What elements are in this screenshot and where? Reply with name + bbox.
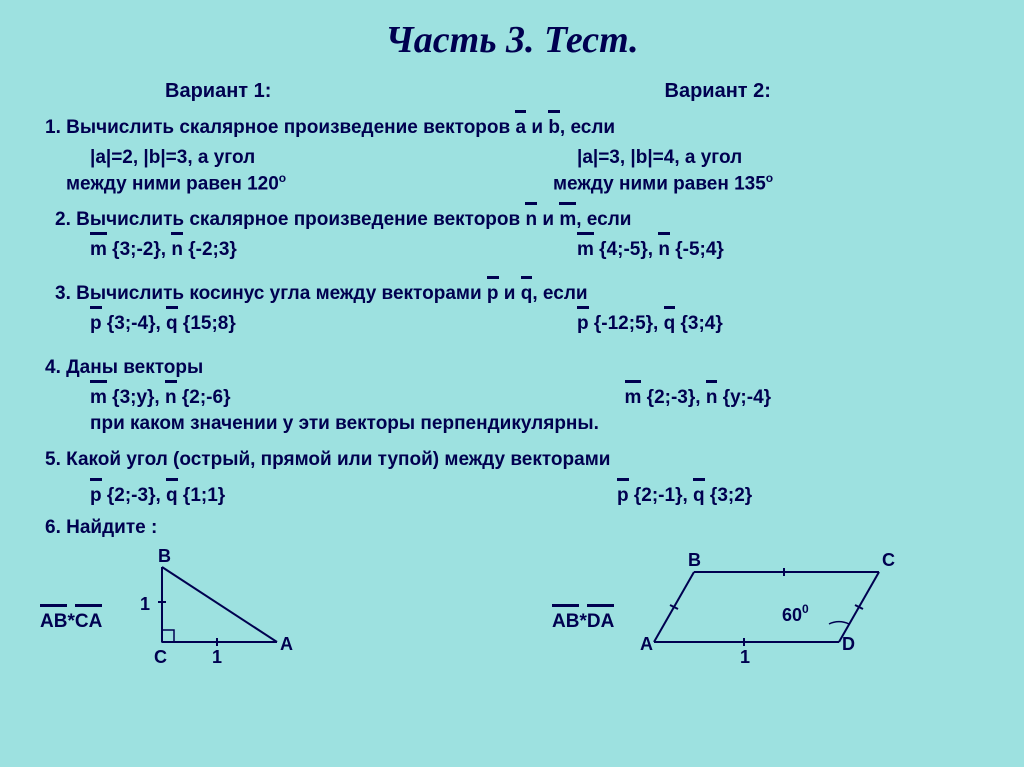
svg-text:1: 1 (140, 594, 150, 614)
q2-label: 2. Вычислить скалярное произведение вект… (55, 209, 520, 230)
svg-text:B: B (158, 546, 171, 566)
vector-b: b (548, 117, 560, 139)
vector-q: q (521, 283, 533, 305)
svg-text:D: D (842, 634, 855, 654)
variants-row: Вариант 1: Вариант 2: (0, 80, 1024, 103)
vector-a: a (515, 117, 526, 139)
q1-v1-line2: между ними равен 120o (66, 171, 537, 195)
vector-p: p (487, 283, 499, 305)
svg-text:600: 600 (782, 602, 809, 625)
q1-v1-line1: |a|=2, |b|=3, а угол (90, 147, 537, 169)
q1-v2-line1: |a|=3, |b|=4, а угол (577, 147, 1024, 169)
vec-ab2: AB (552, 611, 579, 633)
vector-n: n (525, 209, 537, 231)
vec-ca: CA (75, 611, 102, 633)
q1-v2-line2: между ними равен 135o (553, 171, 1024, 195)
if-label: , если (532, 283, 587, 304)
q6-row: AB*CA B C A 1 1 AB*DA B C A (0, 547, 1024, 677)
q5-v1: p {2;-3}, q {1;1} (0, 485, 497, 507)
svg-text:C: C (882, 550, 895, 570)
and-label: и (542, 209, 554, 230)
svg-text:1: 1 (740, 647, 750, 667)
if-label: , если (576, 209, 631, 230)
triangle-diagram: B C A 1 1 (122, 547, 332, 677)
vec-ab: AB (40, 611, 67, 633)
variant-1-header: Вариант 1: (0, 80, 525, 103)
q3-text: 3. Вычислить косинус угла между векторам… (0, 283, 1024, 305)
q6-text: 6. Найдите : (0, 517, 1024, 539)
q1-text: 1. Вычислить скалярное произведение вект… (0, 117, 1024, 139)
parallelogram-diagram: B C A D 600 1 (634, 547, 934, 677)
q1-v1: |a|=2, |b|=3, а угол между ними равен 12… (0, 147, 537, 195)
and-label: и (531, 117, 543, 138)
vec-da: DA (587, 611, 614, 633)
and-label: и (504, 283, 516, 304)
q5-text: 5. Какой угол (острый, прямой или тупой)… (0, 449, 1024, 471)
svg-text:B: B (688, 550, 701, 570)
svg-text:A: A (640, 634, 653, 654)
q4-cond: при каком значении у эти векторы перпенд… (0, 413, 1024, 435)
svg-text:A: A (280, 634, 293, 654)
q2-v1: m {3;-2}, n {-2;3} (0, 239, 537, 261)
if-label: , если (560, 117, 615, 138)
q2-v2: m {4;-5}, n {-5;4} (537, 239, 1024, 261)
q3-v2: p {-12;5}, q {3;4} (537, 313, 1024, 335)
q3-label: 3. Вычислить косинус угла между векторам… (55, 283, 482, 304)
q6-v1: AB*CA B C A 1 1 (0, 547, 512, 677)
page-title: Часть 3. Тест. (0, 0, 1024, 62)
q4-v1: m {3;у}, n {2;-6} (0, 387, 490, 409)
svg-text:C: C (154, 647, 167, 667)
q4-text: 4. Даны векторы (0, 357, 1024, 379)
q3-v1: p {3;-4}, q {15;8} (0, 313, 537, 335)
q5-v2: p {2;-1}, q {3;2} (497, 485, 1024, 507)
q1-data-row: |a|=2, |b|=3, а угол между ними равен 12… (0, 147, 1024, 195)
q3-data-row: p {3;-4}, q {15;8} p {-12;5}, q {3;4} (0, 313, 1024, 335)
q4-v2: m {2;-3}, n {у;-4} (490, 387, 1024, 409)
vector-m: m (559, 209, 576, 231)
svg-text:1: 1 (212, 647, 222, 667)
q1-label: 1. Вычислить скалярное произведение вект… (45, 117, 510, 138)
q6-v2: AB*DA B C A D 600 1 (512, 547, 1024, 677)
q1-v2: |a|=3, |b|=4, а угол между ними равен 13… (537, 147, 1024, 195)
q2-data-row: m {3;-2}, n {-2;3} m {4;-5}, n {-5;4} (0, 239, 1024, 261)
q5-data-row: p {2;-3}, q {1;1} p {2;-1}, q {3;2} (0, 485, 1024, 507)
variant-2-header: Вариант 2: (525, 80, 1024, 103)
q4-data-row: m {3;у}, n {2;-6} m {2;-3}, n {у;-4} (0, 387, 1024, 409)
q2-text: 2. Вычислить скалярное произведение вект… (0, 209, 1024, 231)
